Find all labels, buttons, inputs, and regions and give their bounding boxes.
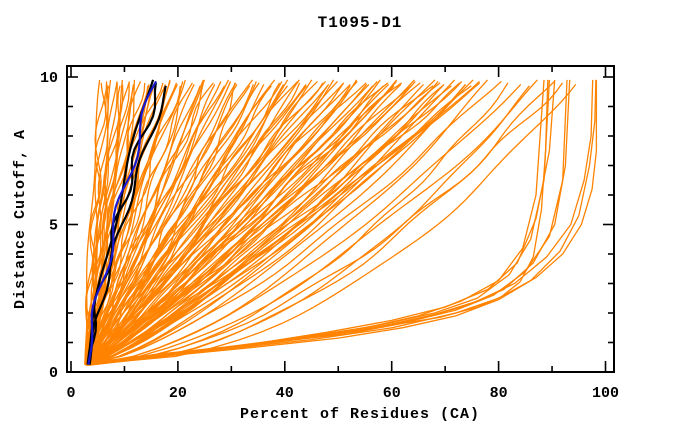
svg-text:10: 10 <box>40 70 58 87</box>
x-axis-label: Percent of Residues (CA) <box>239 406 481 423</box>
chart-title: T1095-D1 <box>317 14 403 32</box>
axis-ticks <box>67 66 614 373</box>
svg-text:5: 5 <box>49 218 58 235</box>
svg-text:40: 40 <box>276 385 294 402</box>
svg-text:80: 80 <box>490 385 508 402</box>
svg-text:60: 60 <box>383 385 401 402</box>
svg-text:0: 0 <box>66 385 75 402</box>
model-curves-orange <box>84 79 598 367</box>
plot-frame <box>66 65 615 373</box>
svg-text:0: 0 <box>49 365 58 382</box>
svg-text:20: 20 <box>169 385 187 402</box>
svg-text:100: 100 <box>592 385 619 402</box>
y-axis-label: Distance Cutoff, A <box>12 128 29 310</box>
highlight-curve-blue <box>87 80 158 365</box>
y-tick-labels: 0 5 10 <box>40 70 58 382</box>
x-tick-labels: 0 20 40 60 80 100 <box>66 385 619 402</box>
